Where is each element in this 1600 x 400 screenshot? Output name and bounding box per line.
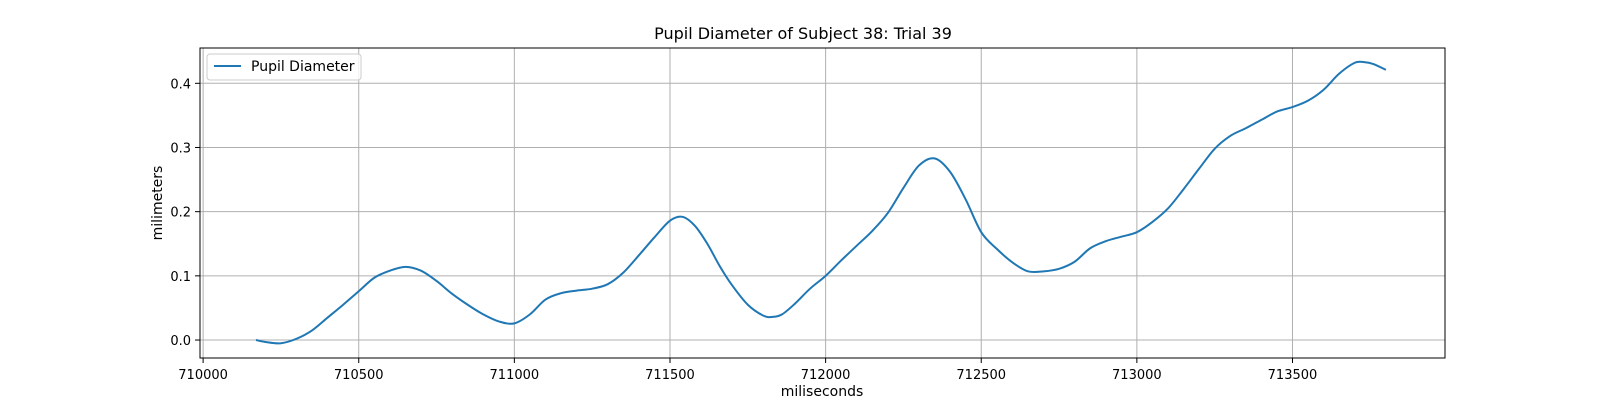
y-tick-label: 0.4 [170, 77, 191, 92]
legend: Pupil Diameter [206, 53, 362, 81]
x-tick-label: 712500 [956, 368, 1006, 383]
y-axis-ticks: 0.0 0.1 0.2 0.3 0.4 [170, 77, 200, 349]
x-tick-label: 713000 [1112, 368, 1162, 383]
plot-area-frame [199, 47, 1446, 359]
x-axis-ticks: 710000 710500 711000 711500 712000 712500 7130… [178, 358, 1317, 383]
y-axis-label: milimeters [150, 166, 166, 241]
y-tick-label: 0.0 [170, 334, 191, 349]
legend-box [206, 53, 362, 81]
x-axis-label: miliseconds [781, 384, 864, 400]
x-tick-label: 713500 [1268, 368, 1318, 383]
gridlines [200, 48, 1445, 358]
y-tick-label: 0.1 [170, 270, 191, 285]
y-tick-label: 0.2 [170, 206, 191, 221]
chart-title: Pupil Diameter of Subject 38: Trial 39 [654, 24, 952, 43]
legend-label-pupil-diameter: Pupil Diameter [251, 59, 355, 75]
x-tick-label: 710500 [334, 368, 384, 383]
x-tick-label: 711500 [645, 368, 695, 383]
x-tick-label: 712000 [801, 368, 851, 383]
x-tick-label: 711000 [490, 368, 540, 383]
y-tick-label: 0.3 [170, 141, 191, 156]
series-layer [255, 60, 1387, 345]
x-tick-label: 710000 [178, 368, 228, 383]
series-line-pupil-diameter [255, 60, 1387, 345]
